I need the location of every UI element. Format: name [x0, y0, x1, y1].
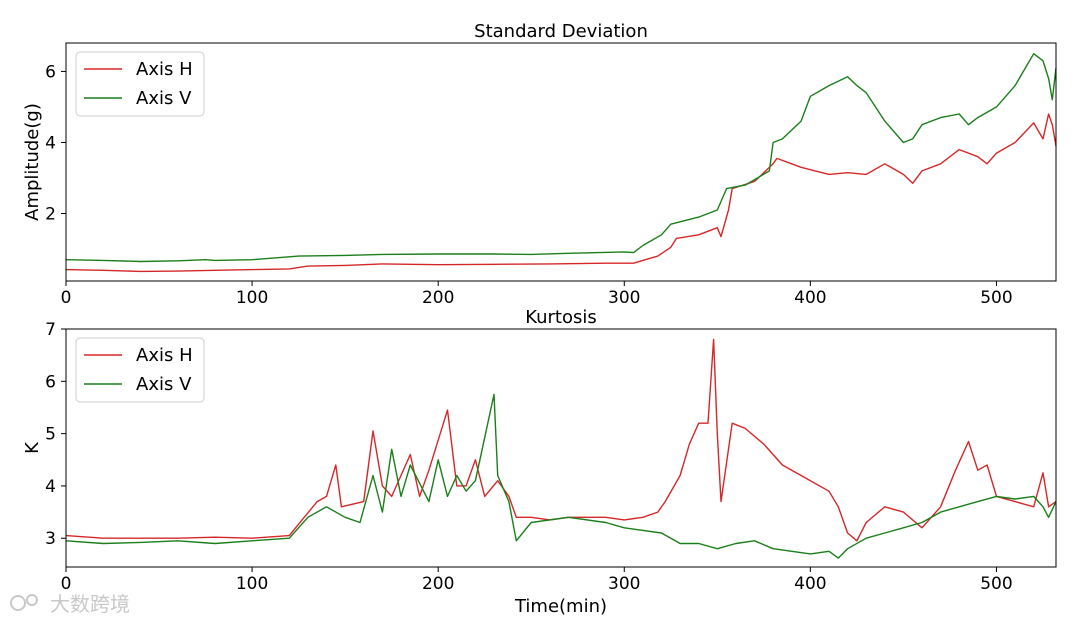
watermark-text: 大数跨境 — [50, 592, 130, 616]
std-y-axis-label: Amplitude(g) — [22, 103, 43, 221]
std-series-group — [65, 53, 1057, 273]
kurtosis-plot-frame — [65, 328, 1057, 568]
kurt-line-axis-h — [65, 338, 1057, 542]
kurtosis-x-axis: 0 100 200 300 400 500 — [61, 567, 1013, 594]
std-legend-label-axis-v: Axis V — [136, 88, 192, 109]
std-plot-frame — [65, 42, 1057, 282]
std-x-tick-label: 200 — [422, 288, 454, 308]
kurt-y-tick-label: 3 — [45, 529, 56, 549]
std-x-tick-label: 400 — [794, 288, 826, 308]
watermark-logo-dot-icon — [26, 594, 38, 606]
kurtosis-y-axis-label: K — [22, 441, 43, 454]
kurtosis-series-group — [65, 338, 1057, 559]
kurt-x-tick-label: 0 — [61, 574, 72, 594]
std-x-tick-label: 0 — [61, 288, 72, 308]
kurt-y-tick-label: 6 — [45, 372, 56, 392]
kurt-line-axis-v — [65, 393, 1057, 559]
kurt-y-tick-label: 4 — [45, 477, 56, 497]
std-line-axis-h — [65, 113, 1057, 273]
kurtosis-legend-label-axis-h: Axis H — [136, 345, 193, 366]
kurtosis-legend-box — [75, 337, 205, 403]
kurt-y-tick-label: 5 — [45, 425, 56, 445]
std-legend-label-axis-h: Axis H — [136, 59, 193, 80]
kurt-y-tick-label: 7 — [45, 320, 56, 340]
std-legend-box — [75, 51, 205, 117]
std-x-axis: 0 100 200 300 400 500 — [61, 281, 1013, 308]
std-y-tick-label: 2 — [45, 205, 56, 225]
std-legend: Axis H Axis V — [75, 51, 205, 117]
std-x-tick-label: 500 — [980, 288, 1012, 308]
std-line-axis-v — [65, 53, 1057, 263]
std-y-axis: 2 4 6 — [45, 62, 66, 225]
kurtosis-legend: Axis H Axis V — [75, 337, 205, 403]
watermark: 大数跨境 — [10, 592, 130, 616]
kurtosis-y-axis: 3 4 5 6 7 — [45, 320, 66, 549]
kurt-x-tick-label: 300 — [608, 574, 640, 594]
std-y-tick-label: 6 — [45, 62, 56, 82]
kurt-x-tick-label: 500 — [980, 574, 1012, 594]
std-x-tick-label: 300 — [608, 288, 640, 308]
std-y-tick-label: 4 — [45, 133, 56, 153]
kurtosis-panel: Kurtosis 0 100 200 300 400 500 3 4 5 6 7 K Time(m… — [22, 307, 1057, 617]
std-x-tick-label: 100 — [236, 288, 268, 308]
kurt-x-tick-label: 400 — [794, 574, 826, 594]
watermark-logo-icon — [10, 595, 26, 611]
kurt-x-tick-label: 200 — [422, 574, 454, 594]
std-chart-title: Standard Deviation — [474, 21, 648, 42]
std-panel: Standard Deviation 0 100 200 300 400 500 246 … — [22, 21, 1057, 308]
kurtosis-x-axis-label: Time(min) — [514, 596, 607, 617]
kurtosis-chart-title: Kurtosis — [525, 307, 597, 328]
kurt-x-tick-label: 100 — [236, 574, 268, 594]
kurtosis-legend-label-axis-v: Axis V — [136, 374, 192, 395]
